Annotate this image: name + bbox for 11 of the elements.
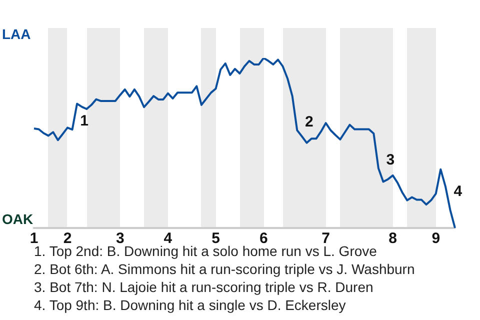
text: LAA <box>2 26 31 42</box>
x-tick-label: 8 <box>388 230 397 248</box>
text: 2. Bot 6th: A. Simmons hit a run-scoring triple vs J. Washburn <box>34 260 415 278</box>
annotation: 1 <box>80 112 88 130</box>
annotation: 2 <box>304 113 314 130</box>
text: 4. Top 9th: B. Downing hit a single vs D. Eckersley <box>34 296 347 314</box>
annotation: OAK <box>2 211 34 227</box>
annotation: 3 <box>386 151 395 168</box>
text: 3. Bot 7th: N. Lajoie hit a run-scoring triple vs R. Duren <box>34 278 374 296</box>
annotation: 4 <box>454 182 463 200</box>
x-tick-label: 9 <box>432 230 440 248</box>
